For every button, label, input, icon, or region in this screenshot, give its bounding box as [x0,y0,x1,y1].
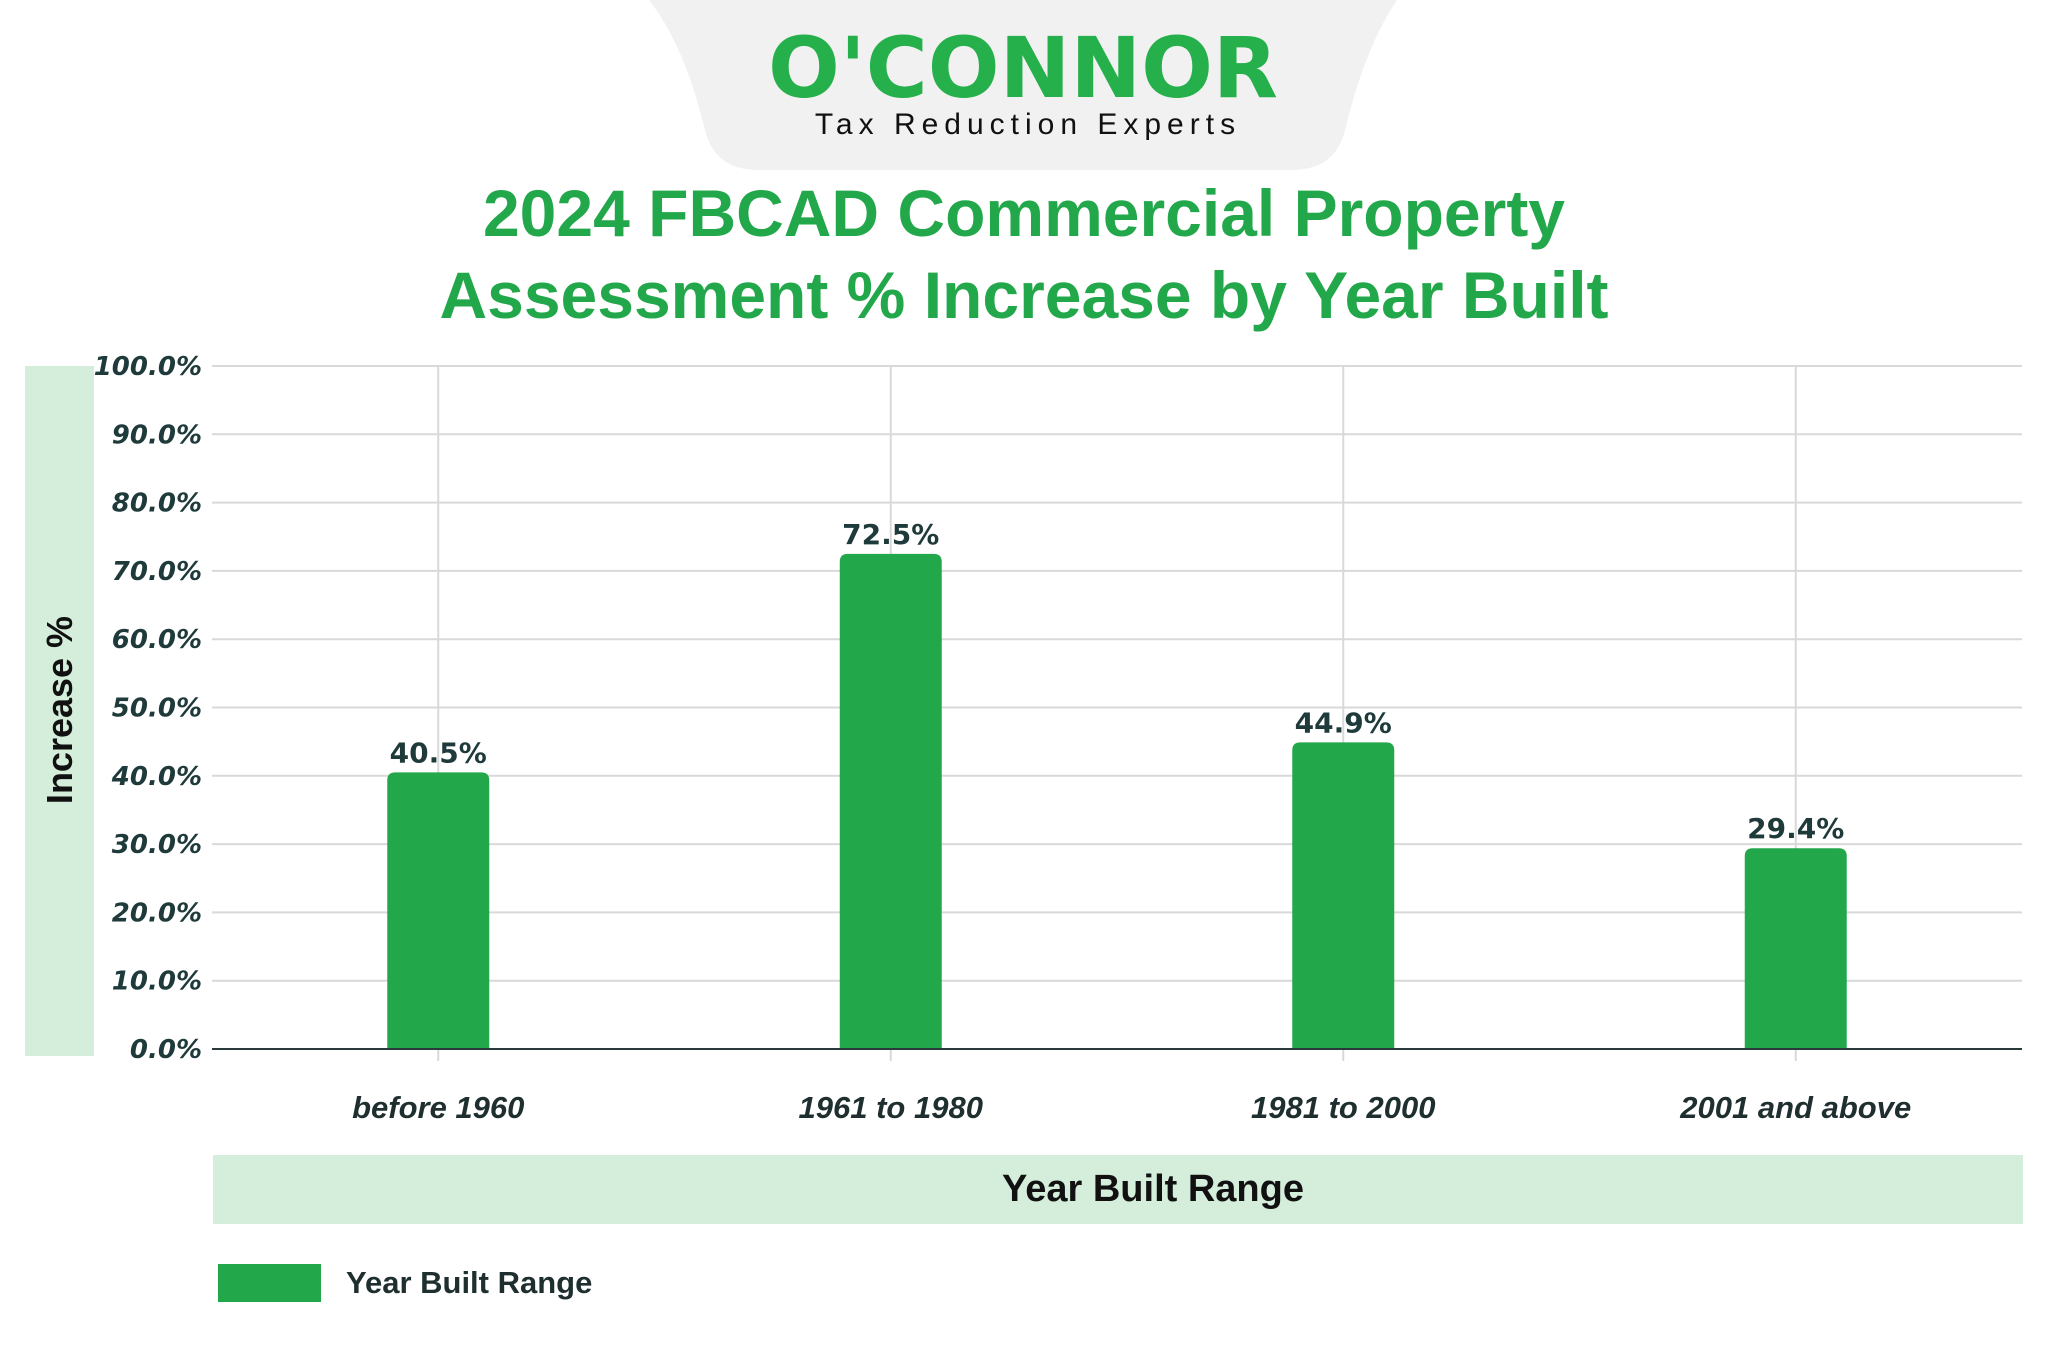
bars: 40.5% 72.5% 44.9% 29.4% [387,518,1847,1049]
bar [1744,848,1847,1049]
legend-label: Year Built Range [346,1265,592,1300]
x-axis-title-band [213,1155,2023,1224]
y-tick-label: 20.0% [112,898,202,928]
chart-title-line-2: Assessment % Increase by Year Built [439,258,1608,332]
bar-data-label: 29.4% [1747,812,1844,845]
bar-data-label: 44.9% [1295,706,1392,739]
y-tick-label: 50.0% [112,694,202,724]
logo-background [649,0,1397,170]
y-tick-label: 40.0% [111,762,202,792]
bar-data-label: 72.5% [842,518,939,551]
bar-data-label: 40.5% [390,736,487,769]
y-tick-label: 10.0% [112,967,202,997]
y-tick-label: 90.0% [112,420,202,450]
y-axis-ticks: 0.0% 10.0% 20.0% 30.0% 40.0% 50.0% 60.0% 70.0% 8… [94,352,202,1065]
y-axis-title: Increase % [39,616,80,804]
bar [839,553,942,1049]
x-tick-label: 1961 to 1980 [799,1090,983,1125]
x-tick-label: before 1960 [352,1090,524,1125]
x-axis-ticks: before 1960 1961 to 1980 1981 to 2000 2001 … [352,1090,1911,1125]
y-tick-label: 70.0% [112,557,202,587]
bar [387,772,490,1049]
logo-wordmark: O'CONNOR [768,19,1278,117]
chart-title-line-1: 2024 FBCAD Commercial Property [483,176,1565,250]
y-tick-label: 100.0% [94,352,202,382]
x-tick-label: 2001 and above [1679,1090,1911,1125]
y-tick-label: 30.0% [112,830,202,860]
x-tick-label: 1981 to 2000 [1251,1090,1435,1125]
y-tick-label: 60.0% [112,625,202,655]
legend-swatch [218,1264,321,1302]
x-axis-title: Year Built Range [1002,1168,1304,1210]
bar [1292,742,1395,1049]
y-tick-label: 80.0% [112,489,202,519]
y-axis-title-band [25,366,94,1056]
y-tick-label: 0.0% [130,1035,202,1065]
logo-tagline: Tax Reduction Experts [815,108,1241,141]
